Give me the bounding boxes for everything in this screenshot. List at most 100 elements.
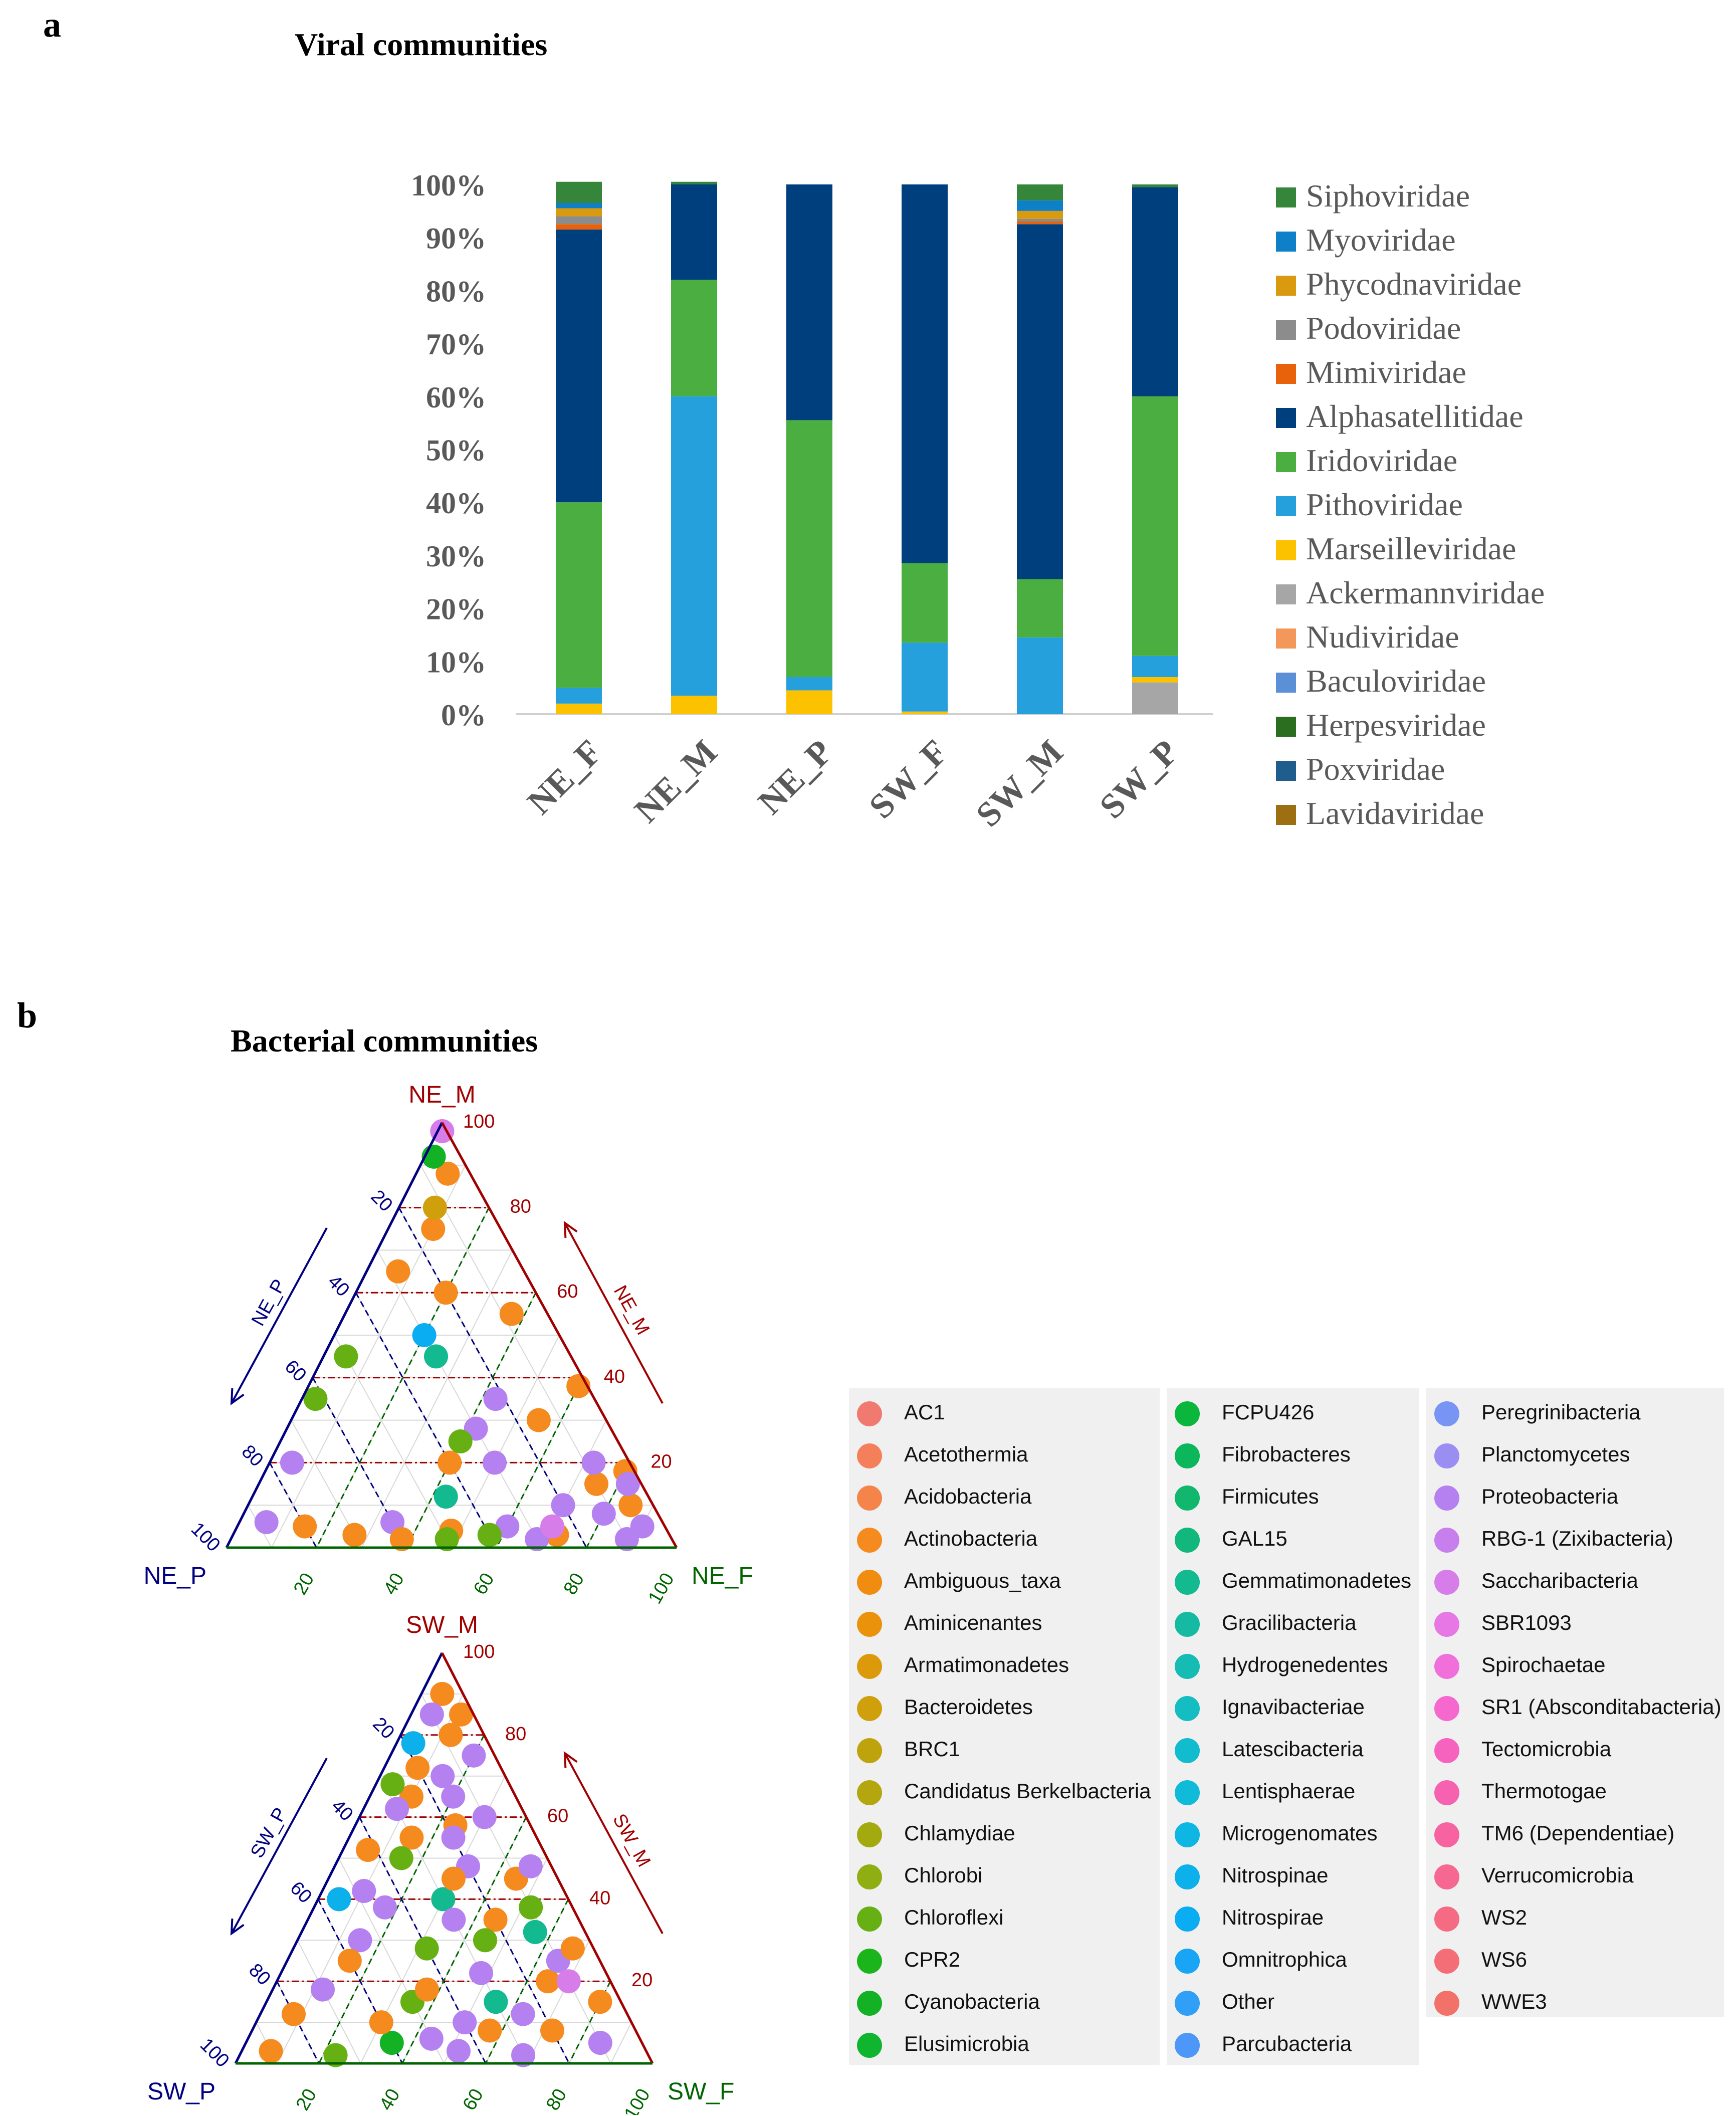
legend-label: Planctomycetes (1481, 1442, 1630, 1466)
arrow-label-m: NE_M (609, 1282, 654, 1339)
bar-segment-pithoviridae (1017, 637, 1063, 714)
legend-swatch (1276, 408, 1296, 428)
legend-label: FCPU426 (1222, 1400, 1315, 1424)
legend-dot (1175, 1654, 1200, 1679)
tick-label-m: 100 (463, 1641, 495, 1662)
legend-dot (857, 1822, 882, 1847)
data-point (419, 2026, 444, 2051)
y-tick-label: 40% (426, 487, 486, 520)
data-point (323, 2043, 348, 2067)
legend-dot (1434, 1696, 1459, 1721)
arrow-label-p: NE_P (248, 1276, 290, 1330)
arrow-p-head (230, 1388, 245, 1406)
legend-dot (1175, 1738, 1200, 1763)
legend-swatch (1276, 584, 1296, 604)
legend-label: Aminicenantes (904, 1611, 1042, 1634)
data-point (581, 1450, 606, 1475)
data-point (551, 1493, 575, 1518)
legend-label: Spirochaetae (1481, 1653, 1606, 1676)
legend-swatch (1276, 540, 1296, 560)
legend-dot (1175, 1864, 1200, 1889)
legend-label: BRC1 (904, 1737, 961, 1761)
data-point (433, 1281, 458, 1305)
y-tick-label: 30% (426, 540, 486, 573)
bar-segment-siphoviridae (556, 181, 602, 203)
vertex-label-top: SW_M (406, 1612, 478, 1638)
legend-label: Microgenomates (1222, 1821, 1378, 1845)
bar-segment-siphoviridae (1132, 184, 1178, 187)
data-point (442, 1908, 466, 1932)
legend-dot (1434, 1864, 1459, 1889)
legend-label: Tectomicrobia (1481, 1737, 1612, 1761)
data-point (389, 1846, 413, 1870)
data-point (356, 1838, 380, 1862)
y-tick-label: 80% (426, 275, 486, 308)
data-point (431, 1887, 456, 1912)
y-tick-label: 20% (426, 593, 486, 626)
data-point (478, 2018, 502, 2043)
tick-label-p: 80 (238, 1441, 268, 1471)
bar-segment-alphasatellitidae (1132, 187, 1178, 396)
legend-label: Ambiguous_taxa (904, 1569, 1061, 1592)
bar-segment-alphasatellitidae (671, 184, 717, 280)
legend-dot (1434, 1528, 1459, 1553)
data-point (442, 1866, 466, 1891)
legend-dot (857, 1949, 882, 1974)
legend-swatch (1276, 761, 1296, 781)
panel-b-letter: b (17, 995, 38, 1035)
legend-label: Firmicutes (1222, 1485, 1319, 1508)
bar-segment-pithoviridae (902, 643, 948, 712)
legend-label: Saccharibacteria (1481, 1569, 1638, 1592)
data-point (424, 1344, 448, 1369)
legend-label: TM6 (Dependentiae) (1481, 1821, 1675, 1845)
data-point (342, 1523, 367, 1547)
legend-label: Actinobacteria (904, 1527, 1038, 1550)
legend-dot (1175, 1401, 1200, 1426)
bar-segment-podoviridae (556, 216, 602, 225)
y-tick-label: 100% (411, 169, 486, 202)
legend-dot (857, 1654, 882, 1679)
data-point (415, 1977, 439, 2002)
data-point (348, 1928, 372, 1953)
legend-dot (1434, 1991, 1459, 2016)
data-point (588, 2031, 612, 2055)
bar-segment-alphasatellitidae (556, 229, 602, 503)
data-point (441, 1825, 466, 1850)
data-point (438, 1450, 462, 1475)
legend-label: Cyanobacteria (904, 1990, 1040, 2013)
data-point (540, 1514, 565, 1539)
legend-label: Acetothermia (904, 1442, 1028, 1466)
tick-label-p: 80 (245, 1960, 275, 1990)
data-point (462, 1743, 486, 1768)
legend-label: WWE3 (1481, 1990, 1547, 2013)
data-point (380, 1772, 405, 1797)
ternary-plot: 20 20 20 40 40 40 60 60 60 80 80 80 100 100 100 NE_M NE_… (144, 1082, 753, 1607)
data-point (373, 1895, 397, 1920)
tick-label-f: 20 (292, 2085, 321, 2114)
bar-segment-iridoviridae (556, 502, 602, 688)
data-point (630, 1514, 655, 1539)
bar-segment-pithoviridae (671, 396, 717, 696)
legend-dot (857, 1696, 882, 1721)
legend-label: Latescibacteria (1222, 1737, 1364, 1761)
tick-label-m: 20 (650, 1451, 672, 1472)
data-point (311, 1977, 335, 2002)
data-point (303, 1387, 328, 1411)
legend-label: Lentisphaerae (1222, 1779, 1356, 1803)
data-point (385, 1797, 409, 1821)
data-point (419, 1702, 444, 1727)
legend-dot (1175, 1570, 1200, 1595)
data-point (441, 1784, 466, 1809)
legend-label: Thermotogae (1481, 1779, 1607, 1803)
tick-label-p: 40 (327, 1795, 357, 1825)
bar-segment-pithoviridae (1132, 656, 1178, 678)
grid-line (277, 1694, 464, 2064)
legend-dot (1434, 1401, 1459, 1426)
legend-label: Poxviridae (1306, 751, 1445, 787)
tick-label-p: 100 (196, 2034, 234, 2072)
legend-label: Omnitrophica (1222, 1948, 1347, 1971)
legend-label: Gemmatimonadetes (1222, 1569, 1412, 1592)
tick-label-p: 100 (187, 1519, 225, 1556)
legend-swatch (1276, 232, 1296, 252)
data-point (511, 2002, 535, 2026)
